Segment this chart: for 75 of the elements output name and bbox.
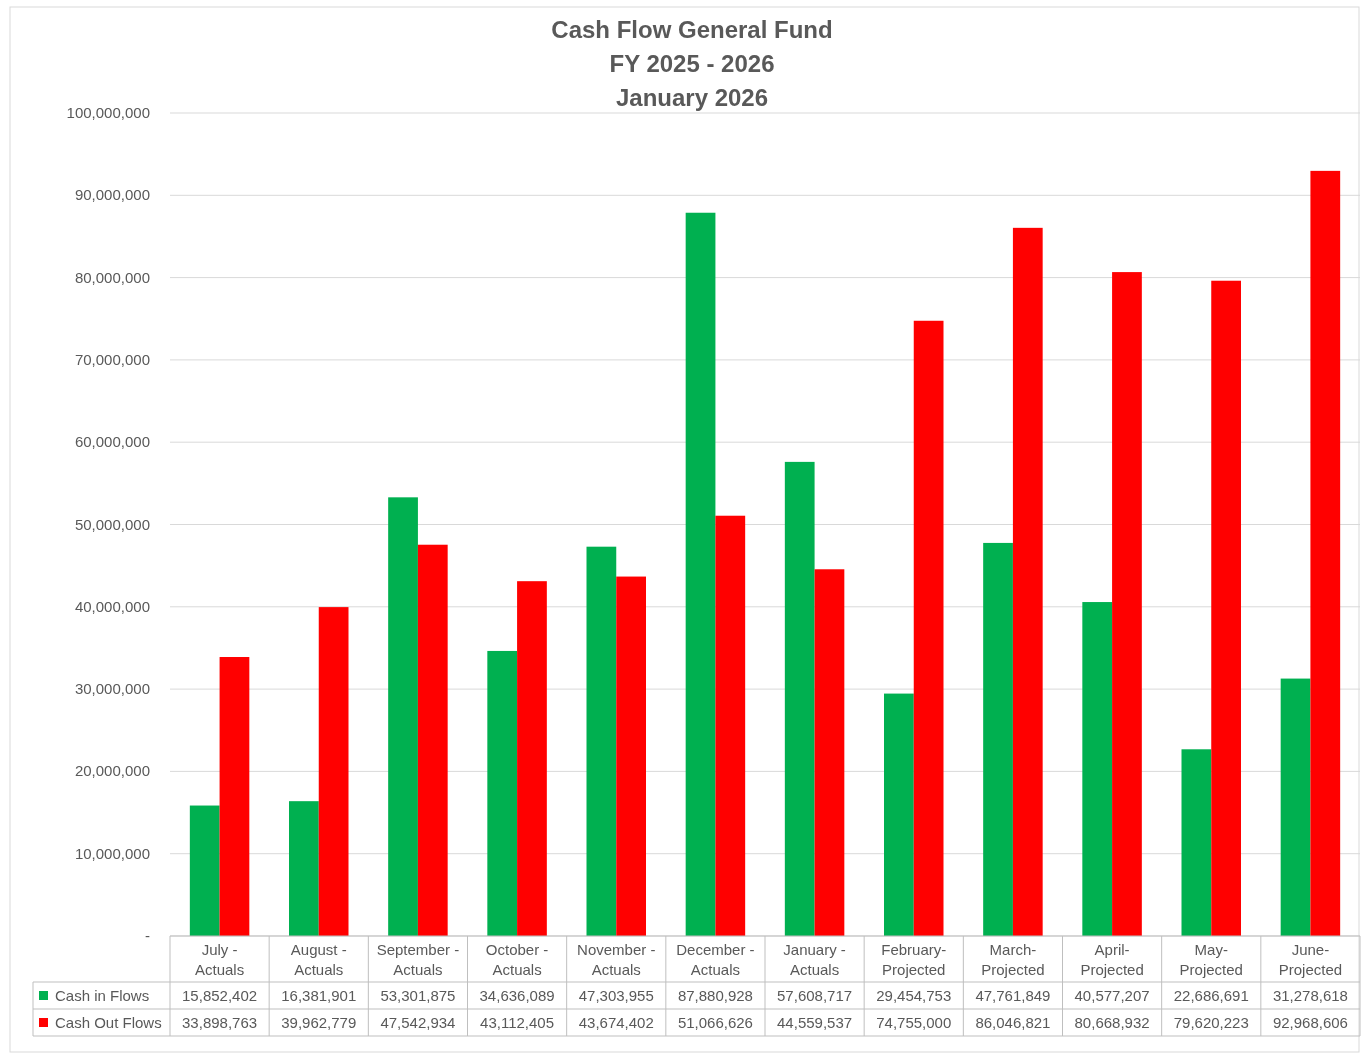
data-label: 53,301,875 — [380, 987, 456, 1004]
x-tick-label: May-Projected — [1179, 941, 1243, 978]
bar — [189, 805, 220, 936]
x-tick-label: November - Actuals — [577, 941, 656, 978]
data-label: 92,968,606 — [1272, 1014, 1348, 1031]
legend-label: Cash in Flows — [55, 987, 150, 1004]
y-tick-label: 40,000,000 — [74, 597, 150, 615]
chart-subtitle: FY 2025 - 2026 January 2026 — [609, 50, 775, 111]
bar — [289, 801, 319, 936]
bar — [1112, 272, 1142, 936]
bar — [417, 544, 448, 936]
x-tick-label: January - Actuals — [783, 941, 846, 978]
bar — [983, 542, 1013, 936]
data-label: 86,046,821 — [975, 1014, 1051, 1031]
bar — [715, 515, 746, 936]
data-label: 57,608,717 — [777, 987, 853, 1004]
y-tick-label: 20,000,000 — [74, 762, 150, 780]
data-label: 33,898,763 — [182, 1014, 258, 1031]
y-tick-label: 70,000,000 — [74, 350, 150, 368]
y-tick-label: 90,000,000 — [74, 186, 150, 204]
chart-title: Cash Flow General Fund — [551, 16, 833, 43]
data-label: 47,761,849 — [975, 987, 1051, 1004]
bar — [1211, 280, 1241, 936]
data-label: 39,962,779 — [281, 1014, 357, 1031]
bar — [814, 569, 845, 936]
bar — [884, 693, 914, 936]
y-tick-label: 60,000,000 — [74, 433, 150, 451]
x-tick-label: April-Projected — [1080, 941, 1144, 978]
y-tick-label: 10,000,000 — [74, 844, 150, 862]
x-tick-label: August - Actuals — [290, 941, 347, 978]
bar — [586, 546, 617, 936]
bar — [1012, 227, 1043, 936]
data-label: 47,303,955 — [578, 987, 654, 1004]
bar — [487, 650, 518, 936]
data-label: 47,542,934 — [380, 1014, 456, 1031]
x-tick-label: September - Actuals — [376, 941, 460, 978]
x-tick-label: February-Projected — [881, 941, 947, 978]
data-label: 29,454,753 — [876, 987, 952, 1004]
bar — [784, 461, 815, 936]
data-label: 31,278,618 — [1272, 987, 1348, 1004]
bar — [1181, 749, 1212, 936]
bar — [1082, 602, 1113, 936]
y-tick-label: 100,000,000 — [66, 104, 150, 121]
data-label: 51,066,626 — [677, 1014, 753, 1031]
bar — [1280, 678, 1311, 936]
bar — [685, 212, 716, 936]
x-tick-label: December - Actuals — [676, 941, 755, 978]
y-tick-label: 30,000,000 — [74, 680, 150, 698]
bar — [913, 320, 944, 936]
y-tick-label: - — [145, 927, 150, 944]
x-tick-label: June-Projected — [1278, 941, 1343, 978]
y-tick-label: 50,000,000 — [74, 515, 150, 533]
data-label: 74,755,000 — [876, 1014, 952, 1031]
bar — [388, 497, 418, 936]
legend-label: Cash Out Flows — [55, 1014, 162, 1031]
bar — [1310, 170, 1341, 936]
data-label: 43,112,405 — [480, 1014, 555, 1031]
bar — [616, 576, 646, 936]
data-label: 79,620,223 — [1173, 1014, 1249, 1031]
bar — [517, 581, 547, 936]
x-tick-label: March-Projected — [981, 941, 1045, 978]
data-label: 87,880,928 — [677, 987, 753, 1004]
x-tick-label: July - Actuals — [194, 941, 245, 978]
bar — [318, 607, 349, 936]
data-label: 15,852,402 — [182, 987, 258, 1004]
x-tick-label: October - Actuals — [485, 941, 549, 978]
data-label: 34,636,089 — [479, 987, 555, 1004]
data-label: 40,577,207 — [1074, 987, 1150, 1004]
data-label: 16,381,901 — [281, 987, 357, 1004]
y-tick-label: 80,000,000 — [74, 268, 150, 286]
data-label: 44,559,537 — [777, 1014, 853, 1031]
bar — [219, 657, 250, 936]
data-label: 80,668,932 — [1074, 1014, 1150, 1031]
data-label: 43,674,402 — [578, 1014, 654, 1031]
data-label: 22,686,691 — [1173, 987, 1249, 1004]
